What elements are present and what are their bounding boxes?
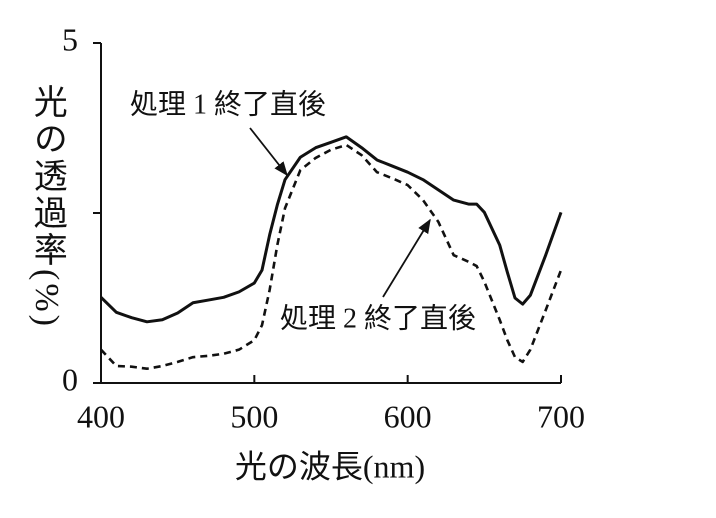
annotation-arrow	[382, 218, 431, 298]
x-tick-label: 400	[77, 398, 125, 434]
x-tick-label: 700	[537, 398, 585, 434]
series-label: 処理 1 終了直後	[130, 88, 326, 120]
series-line	[99, 135, 563, 324]
y-axis-label: 光の透過率(%)	[28, 84, 67, 329]
x-axis-label: 光の波長(nm)	[235, 448, 425, 484]
x-tick-label: 600	[384, 398, 432, 434]
y-tick-label: 0	[62, 361, 78, 397]
series-line	[100, 143, 563, 371]
series-label: 処理 2 終了直後	[280, 302, 476, 334]
y-tick-label: 5	[62, 21, 78, 57]
x-tick-label: 500	[230, 398, 278, 434]
annotation-arrow	[249, 127, 288, 177]
